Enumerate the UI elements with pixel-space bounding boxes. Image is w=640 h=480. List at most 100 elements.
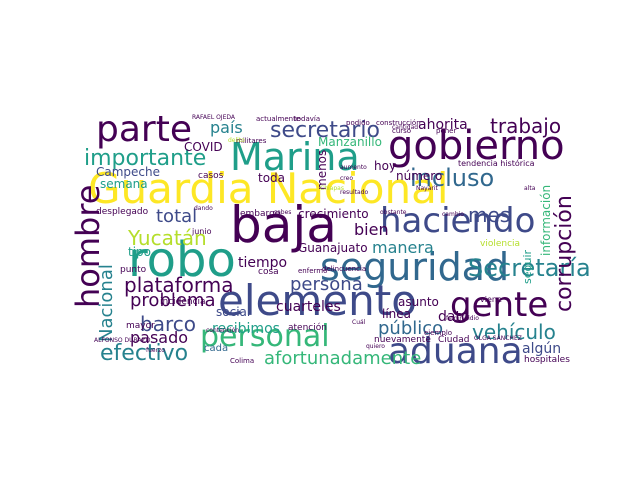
word-cantidad: cantidad — [392, 124, 419, 131]
word-plataforma: plataforma — [124, 273, 234, 297]
word-manera: manera — [372, 238, 434, 257]
word-nuevamente: nuevamente — [374, 335, 431, 345]
word-guanajuato: Guanajuato — [298, 241, 368, 255]
word-pasado: pasado — [130, 328, 189, 347]
word-resultado: resultado — [340, 189, 369, 196]
word-militares: militares — [236, 137, 267, 145]
word-crecimiento: crecimiento — [298, 207, 369, 221]
word-colima: Colima — [230, 357, 255, 365]
word-cuarteles: cuarteles — [276, 299, 341, 315]
word-dando: dando — [194, 205, 213, 212]
word-todavia: todavía — [294, 115, 321, 123]
word-marina: Marina — [230, 135, 360, 179]
word-baja: baja — [230, 196, 337, 254]
word-problema: problema — [130, 290, 216, 311]
word-guardia-nacional: Guardia Nacional — [88, 164, 449, 213]
word-delincuencia: delincuencia — [322, 265, 367, 273]
word-rafael-ojeda: RAFAEL OJEDA — [192, 114, 235, 121]
word-tiempo: tiempo — [238, 255, 288, 271]
word-gobierno: gobierno — [388, 123, 565, 169]
word-menos: menos — [315, 149, 329, 190]
word-bien: bien — [354, 220, 389, 239]
word-casos: casos — [198, 171, 224, 181]
word-incluso: incluso — [410, 164, 495, 192]
word-semana: semana — [100, 177, 148, 191]
word-manzanillo: Manzanillo — [318, 135, 382, 149]
word-sabes: sabes — [274, 209, 292, 216]
word-secretaria: Secretaría — [468, 254, 591, 282]
word-algun: algún — [522, 341, 562, 357]
word-construccion: construcción — [376, 119, 421, 127]
word-chiapas: Chiapas — [320, 185, 344, 192]
word-aumento: aumento — [340, 164, 367, 171]
word-contencion: contención — [206, 327, 240, 334]
word-vehiculo: vehículo — [472, 320, 556, 344]
word-tipo: tipo — [128, 245, 151, 259]
word-poner: poner — [436, 127, 457, 135]
word-incidencia: incidencia — [160, 297, 206, 307]
word-nacional: Nacional — [96, 264, 117, 342]
word-elemento: elemento — [218, 276, 417, 325]
word-seguir: seguir — [521, 249, 534, 284]
word-recibimos: recibimos — [212, 321, 280, 337]
word-obstante: obstante — [380, 209, 407, 216]
word-importante: importante — [84, 146, 207, 171]
word-corrupcion: corrupción — [552, 195, 577, 312]
word-cambio: cambio — [442, 211, 464, 218]
word-secretario: secretario — [270, 118, 380, 143]
word-alfonso-durazo: ALFONSO DURAZO — [94, 337, 151, 344]
word-personal: personal — [200, 319, 330, 354]
word-hoy: hoy — [374, 159, 397, 173]
word-atencion: atención — [288, 323, 327, 333]
word-total: total — [156, 206, 198, 227]
word-embargo: embargo — [240, 209, 281, 219]
word-persona: persona — [290, 274, 363, 295]
word-toda: toda — [258, 171, 286, 185]
word-enfermo: enfermo — [298, 267, 328, 275]
word-curso: curso — [392, 127, 412, 135]
word-parte: parte — [96, 109, 192, 150]
word-afortunadamente: afortunadamente — [264, 348, 422, 369]
word-alta: alta — [524, 185, 536, 192]
word-publico: público — [378, 318, 444, 339]
word-podido: podido — [346, 119, 370, 127]
word-informacion: información — [539, 184, 553, 256]
word-mes: mes — [468, 203, 511, 227]
word-barco: barco — [140, 312, 196, 336]
word-actualmente: actualmente — [256, 115, 301, 123]
word-pais: país — [210, 118, 243, 137]
word-dato: dato — [438, 309, 470, 325]
word-delito: delito — [228, 137, 245, 144]
word-cada: cada — [204, 343, 229, 354]
word-trabajo: trabajo — [490, 114, 562, 138]
word-fuerzo: fuerzo — [146, 347, 165, 354]
word-hospitales: hospitales — [524, 355, 570, 365]
word-olga-sanchez: OLGA SÁNCHEZ — [474, 335, 522, 342]
word-haciendo: haciendo — [380, 201, 536, 241]
word-efectivo: efectivo — [100, 341, 189, 366]
word-cual: Cuál — [352, 319, 366, 326]
word-gente: gente — [450, 285, 549, 325]
word-tendencia-historica: tendencia histórica — [458, 159, 535, 168]
word-asunto: asunto — [398, 295, 439, 309]
word-yucatan: Yucatán — [128, 226, 207, 250]
word-covid: COVID — [184, 140, 223, 154]
word-numero: número — [396, 169, 443, 183]
word-viene: viene — [480, 295, 502, 304]
word-social: social — [216, 305, 251, 319]
word-ciudad: Ciudad — [438, 335, 470, 345]
word-creo: creo — [340, 175, 353, 182]
word-quiero: quiero — [366, 343, 385, 350]
word-ejemplo: ejemplo — [424, 329, 453, 337]
word-robo: robo — [128, 232, 236, 288]
word-ahorita: ahorita — [418, 117, 468, 133]
word-campeche: Campeche — [96, 165, 161, 179]
word-mayor: mayor — [126, 321, 155, 331]
word-seguridad: seguridad — [320, 245, 510, 289]
word-punto: punto — [120, 265, 147, 275]
word-linea: línea — [382, 307, 412, 321]
word-junio: junio — [192, 227, 212, 236]
word-nayarit: Nayarit — [416, 185, 438, 192]
word-cosa: cosa — [258, 267, 279, 277]
